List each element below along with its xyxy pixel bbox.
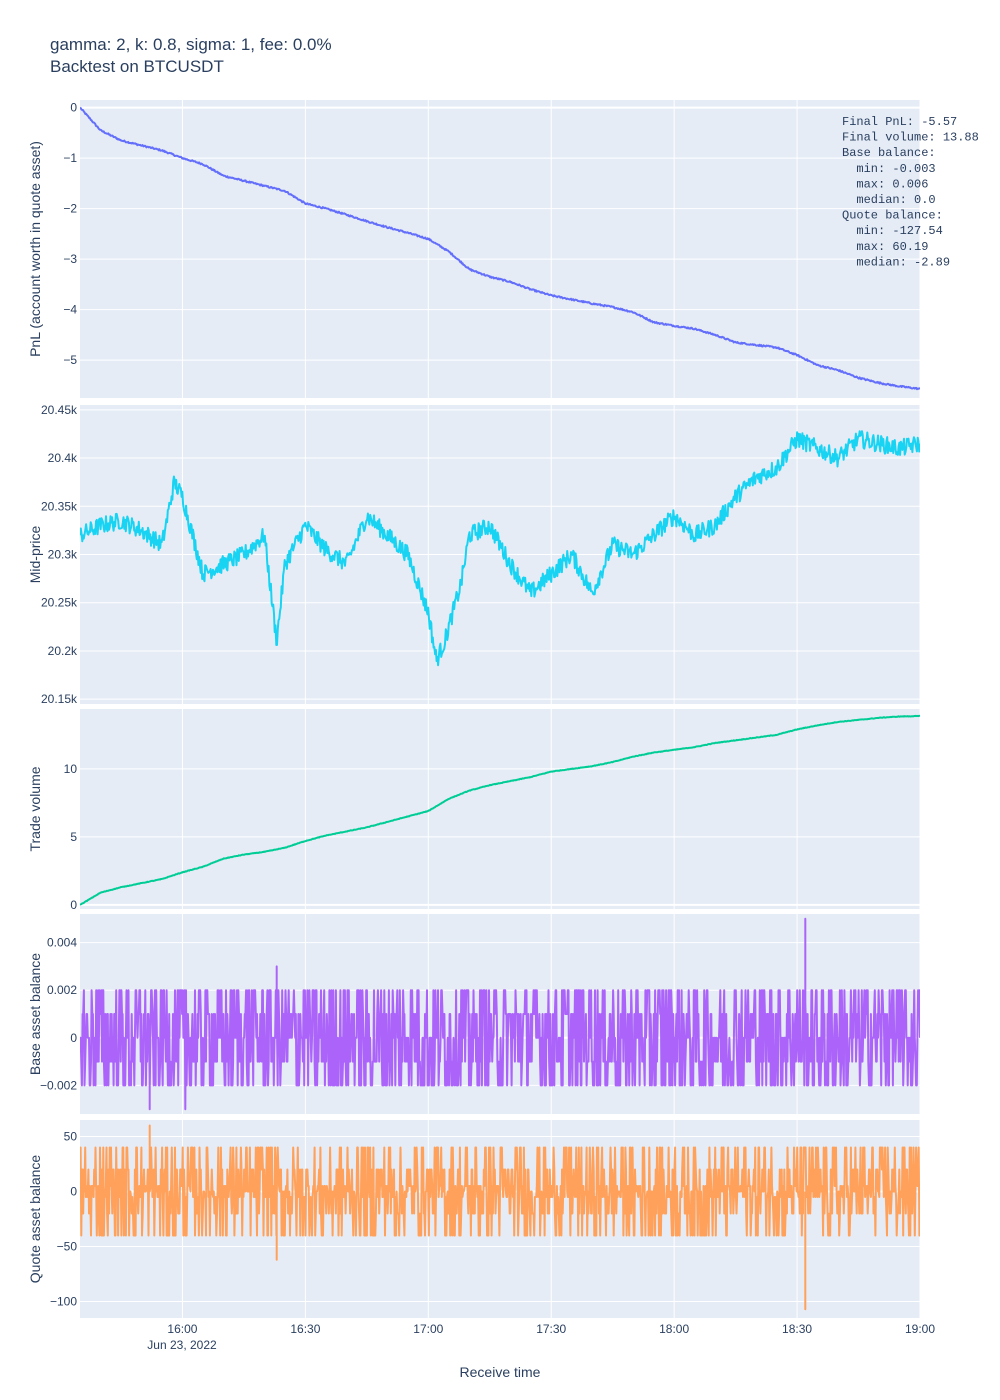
y-tick-label: −3 xyxy=(63,252,77,266)
y-axis-title-base_balance: Base asset balance xyxy=(27,953,43,1075)
y-tick-label: −1 xyxy=(63,151,77,165)
y-tick-label: 5 xyxy=(70,830,77,844)
y-tick-label: 50 xyxy=(64,1130,78,1144)
x-tick-label: 18:00 xyxy=(659,1322,689,1336)
x-tick-label: 17:00 xyxy=(413,1322,443,1336)
annotation-line: Final volume: 13.88 xyxy=(842,131,979,145)
series-line-mid_price xyxy=(80,430,920,667)
series-line-base_balance xyxy=(80,917,920,1111)
y-tick-label: 20.25k xyxy=(41,596,78,610)
plot-background-trade_volume xyxy=(80,709,920,909)
y-tick-label: 0 xyxy=(70,1185,77,1199)
y-tick-label: 0.004 xyxy=(47,936,77,950)
y-axis-title-quote_balance: Quote asset balance xyxy=(27,1155,43,1284)
y-tick-label: −4 xyxy=(63,303,77,317)
y-tick-label: 20.15k xyxy=(41,692,78,706)
y-axis-title-mid_price: Mid-price xyxy=(27,526,43,584)
y-tick-label: 10 xyxy=(64,762,78,776)
annotation-line: min: -0.003 xyxy=(842,162,936,176)
y-tick-label: 0 xyxy=(70,101,77,115)
annotation-line: max: 0.006 xyxy=(842,177,928,191)
annotation-line: max: 60.19 xyxy=(842,240,928,254)
y-tick-label: −100 xyxy=(50,1295,77,1309)
x-date-label: Jun 23, 2022 xyxy=(147,1338,217,1352)
y-tick-label: 20.35k xyxy=(41,499,78,513)
series-line-pnl xyxy=(80,106,920,391)
chart-title-line-1: gamma: 2, k: 0.8, sigma: 1, fee: 0.0% xyxy=(50,35,332,54)
y-tick-label: 0 xyxy=(70,898,77,912)
subplot-trade_volume: 0 5 10 Trade volume xyxy=(27,709,921,912)
annotation-line: median: -2.89 xyxy=(842,255,950,269)
subplot-pnl: 0 −1 −2 −3 −4 −5 PnL (account worth in quote a… xyxy=(27,100,921,398)
x-tick-label: 16:30 xyxy=(290,1322,320,1336)
series-line-trade_volume xyxy=(80,714,920,906)
y-tick-label: −50 xyxy=(57,1240,78,1254)
y-tick-label: 20.4k xyxy=(48,451,78,465)
y-tick-label: −2 xyxy=(63,202,77,216)
annotation-line: median: 0.0 xyxy=(842,193,936,207)
annotation-line: Final PnL: -5.57 xyxy=(842,115,957,129)
y-tick-label: 0.002 xyxy=(47,983,77,997)
x-tick-label: 17:30 xyxy=(536,1322,566,1336)
y-tick-label: 0 xyxy=(70,1031,77,1045)
x-tick-label: 18:30 xyxy=(782,1322,812,1336)
y-tick-label: 20.45k xyxy=(41,403,78,417)
annotation-line: min: -127.54 xyxy=(842,224,943,238)
series-line-quote_balance xyxy=(80,1124,920,1311)
x-tick-label: 16:00 xyxy=(167,1322,197,1336)
x-axis-title: Receive time xyxy=(460,1364,541,1380)
annotation-line: Base balance: xyxy=(842,146,936,160)
annotation-line: Quote balance: xyxy=(842,209,943,223)
subplot-stack: 0 −1 −2 −3 −4 −5 PnL (account worth in quote a… xyxy=(27,100,921,1318)
y-axis-title-pnl: PnL (account worth in quote asset) xyxy=(27,141,43,357)
subplot-base_balance: −0.002 0 0.002 0.004 Base asset balance xyxy=(27,914,921,1114)
x-axis: 16:00 16:30 17:00 17:30 18:00 18:30 19:00 xyxy=(167,1322,935,1336)
chart-title-line-2: Backtest on BTCUSDT xyxy=(50,57,224,76)
y-tick-label: −5 xyxy=(63,353,77,367)
stats-annotation: Final PnL: -5.57 Final volume: 13.88Base … xyxy=(842,115,979,269)
y-tick-label: 20.2k xyxy=(48,644,78,658)
subplot-quote_balance: 50 0 −50 −100 Quote asset balance xyxy=(27,1120,921,1318)
y-tick-label: 20.3k xyxy=(48,548,78,562)
x-tick-label: 19:00 xyxy=(905,1322,935,1336)
y-axis-title-trade_volume: Trade volume xyxy=(27,766,43,851)
subplot-mid_price: 20.15k 20.2k 20.25k 20.3k 20.35k 20.4k 20.45k M… xyxy=(27,403,921,706)
y-tick-label: −0.002 xyxy=(40,1078,77,1092)
